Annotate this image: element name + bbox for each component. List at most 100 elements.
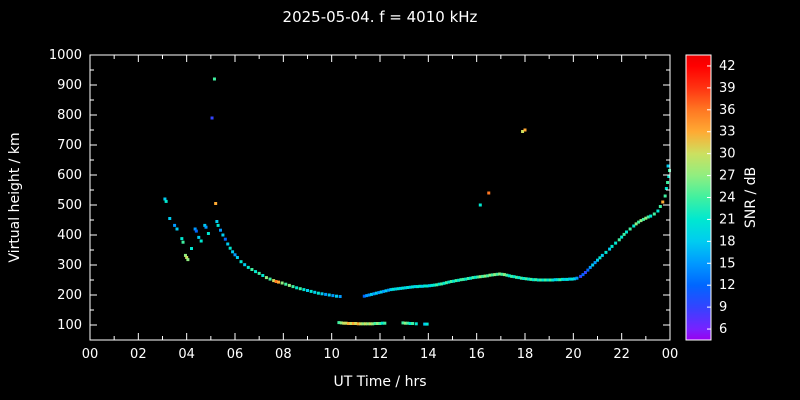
data-point xyxy=(401,321,405,325)
y-tick-label: 1000 xyxy=(49,48,82,63)
data-point xyxy=(617,238,621,242)
data-point xyxy=(344,321,348,325)
data-point xyxy=(583,271,587,274)
data-point xyxy=(243,263,247,267)
y-tick-label: 200 xyxy=(57,288,82,303)
data-point xyxy=(295,286,299,290)
data-point xyxy=(316,291,320,295)
data-point xyxy=(593,261,597,265)
data-point xyxy=(586,268,590,272)
data-point xyxy=(622,232,626,236)
data-point xyxy=(444,281,448,285)
data-point xyxy=(512,275,516,279)
data-point xyxy=(261,274,265,277)
data-point xyxy=(356,322,360,326)
data-point xyxy=(591,263,595,267)
data-point xyxy=(464,277,468,281)
data-point xyxy=(359,322,363,326)
data-point xyxy=(226,242,230,246)
data-point xyxy=(164,199,168,203)
data-point xyxy=(210,116,214,120)
data-point xyxy=(302,288,306,292)
data-point xyxy=(437,282,441,286)
data-point xyxy=(394,287,398,291)
data-point xyxy=(287,283,291,287)
data-point xyxy=(384,289,388,293)
data-point xyxy=(361,322,365,326)
data-point xyxy=(366,322,370,326)
data-point xyxy=(505,273,509,277)
data-point xyxy=(216,223,220,227)
data-point xyxy=(432,283,436,287)
data-point xyxy=(500,272,504,276)
data-point xyxy=(581,273,585,277)
data-point xyxy=(425,284,429,288)
data-point xyxy=(575,276,579,280)
y-tick-label: 100 xyxy=(57,318,82,333)
data-point xyxy=(223,237,227,241)
colorbar-tick-label: 6 xyxy=(719,322,727,337)
data-point xyxy=(401,286,405,290)
data-point xyxy=(454,279,458,283)
data-point xyxy=(228,246,232,250)
colorbar-tick-label: 18 xyxy=(719,234,736,249)
data-point xyxy=(667,175,671,178)
y-tick-label: 700 xyxy=(57,138,82,153)
data-point xyxy=(199,239,203,243)
data-point xyxy=(338,295,342,298)
data-point xyxy=(486,274,490,278)
data-point xyxy=(517,276,521,280)
data-point xyxy=(235,256,239,259)
data-point xyxy=(522,277,526,280)
data-point xyxy=(556,278,560,282)
data-point xyxy=(539,278,543,282)
y-tick-label: 500 xyxy=(57,198,82,213)
data-point xyxy=(534,278,538,282)
data-point xyxy=(478,203,482,207)
x-tick-label: 00 xyxy=(662,347,679,362)
data-point xyxy=(663,194,667,198)
data-point xyxy=(257,271,261,275)
data-point xyxy=(370,292,374,296)
data-point xyxy=(197,235,201,239)
data-point xyxy=(408,322,412,325)
colorbar xyxy=(685,54,712,341)
data-point xyxy=(637,220,641,224)
data-point xyxy=(351,322,355,325)
data-point xyxy=(180,237,184,241)
y-tick-label: 400 xyxy=(57,228,82,243)
data-point xyxy=(546,278,550,282)
data-point xyxy=(168,217,172,220)
data-point xyxy=(389,288,393,292)
x-tick-label: 10 xyxy=(323,347,340,362)
data-point xyxy=(614,241,618,245)
data-point xyxy=(425,322,429,326)
data-point xyxy=(481,274,485,278)
data-point xyxy=(185,256,189,259)
data-point xyxy=(483,274,487,278)
data-point xyxy=(510,274,514,278)
data-point xyxy=(658,205,662,208)
data-point xyxy=(254,270,258,274)
data-point xyxy=(391,287,395,291)
data-point xyxy=(452,279,456,283)
data-point xyxy=(666,181,670,184)
colorbar-tick-label: 33 xyxy=(719,125,736,140)
data-point xyxy=(377,291,381,295)
x-axis-title: UT Time / hrs xyxy=(333,374,426,390)
data-point xyxy=(231,250,235,254)
colorbar-tick-label: 30 xyxy=(719,147,736,162)
data-point xyxy=(495,272,499,276)
data-point xyxy=(524,277,528,281)
colorbar-tick-label: 42 xyxy=(719,59,736,74)
data-point xyxy=(327,293,331,297)
data-point xyxy=(374,291,378,295)
data-point xyxy=(280,281,284,285)
data-point xyxy=(372,292,376,296)
data-point xyxy=(368,322,372,326)
data-point xyxy=(193,227,197,231)
data-point xyxy=(190,247,193,250)
data-point xyxy=(558,278,562,282)
data-point xyxy=(423,322,427,326)
